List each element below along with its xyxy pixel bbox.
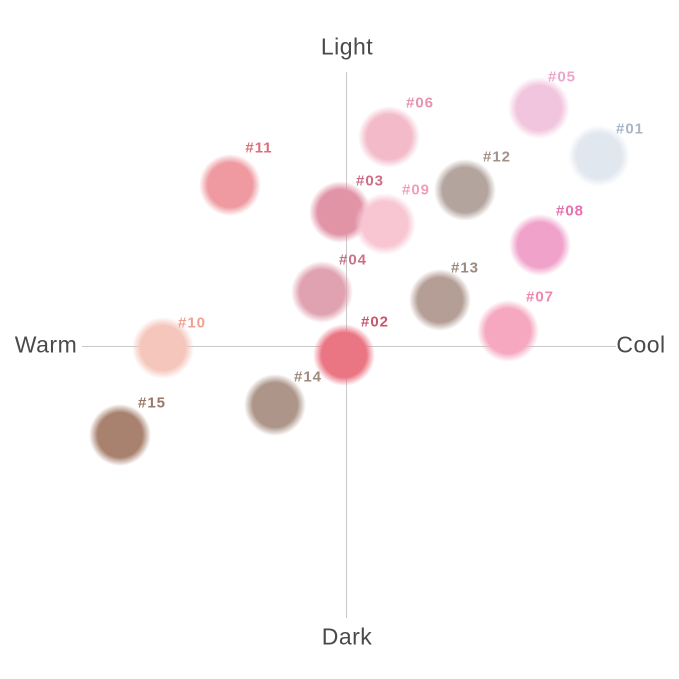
swatch-label-05: #05 bbox=[547, 68, 577, 86]
swatch-circle-11 bbox=[199, 154, 261, 216]
swatch-label-02: #02 bbox=[360, 313, 390, 331]
swatch-circle-10 bbox=[132, 317, 194, 379]
swatch-circle-07 bbox=[477, 300, 539, 362]
swatch-label-13: #13 bbox=[450, 259, 480, 277]
swatch-circle-08 bbox=[509, 214, 571, 276]
swatch-label-07: #07 bbox=[525, 288, 555, 306]
swatch-label-04: #04 bbox=[338, 251, 368, 269]
axis-label-cool: Cool bbox=[616, 331, 666, 358]
swatch-label-03: #03 bbox=[355, 172, 385, 190]
swatch-label-15: #15 bbox=[137, 394, 167, 412]
swatch-circle-04 bbox=[291, 261, 353, 323]
swatch-circle-14 bbox=[244, 374, 306, 436]
swatch-label-12: #12 bbox=[482, 148, 512, 166]
swatch-circle-12 bbox=[434, 159, 496, 221]
swatch-circle-05 bbox=[508, 77, 570, 139]
swatch-label-10: #10 bbox=[177, 314, 207, 332]
swatch-label-06: #06 bbox=[405, 94, 435, 112]
axis-label-light: Light bbox=[320, 33, 374, 60]
swatch-circle-01 bbox=[568, 125, 630, 187]
swatch-label-14: #14 bbox=[293, 368, 323, 386]
swatch-label-08: #08 bbox=[555, 202, 585, 220]
swatch-circle-06 bbox=[358, 106, 420, 168]
swatch-label-11: #11 bbox=[245, 139, 273, 157]
axis-label-dark: Dark bbox=[321, 623, 373, 650]
swatch-circle-09 bbox=[354, 193, 416, 255]
swatch-label-01: #01 bbox=[615, 120, 645, 138]
axis-label-warm: Warm bbox=[14, 331, 78, 358]
swatch-circle-15 bbox=[89, 404, 151, 466]
swatch-circle-02 bbox=[313, 324, 375, 386]
swatch-circle-13 bbox=[409, 269, 471, 331]
swatch-label-09: #09 bbox=[401, 181, 431, 199]
